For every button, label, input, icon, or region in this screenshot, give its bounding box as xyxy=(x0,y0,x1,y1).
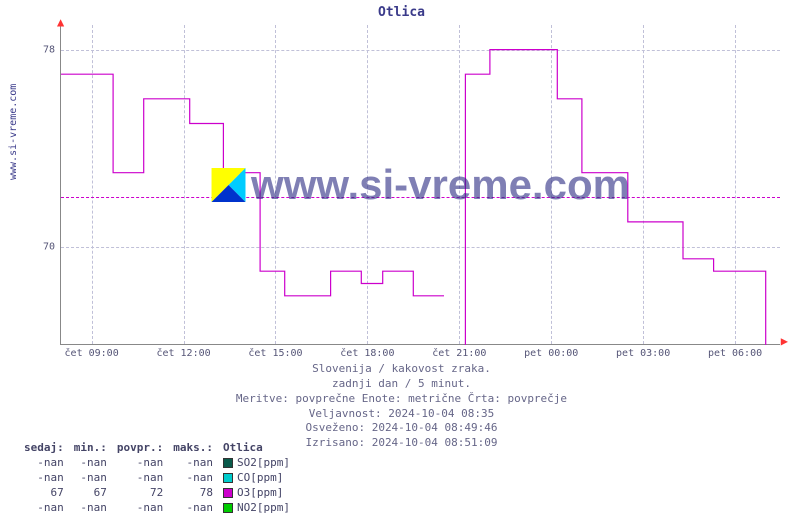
legend-value: -nan xyxy=(70,456,111,469)
legend-label: CO[ppm] xyxy=(237,471,283,484)
chart-metadata: Slovenija / kakovost zraka. zadnji dan /… xyxy=(0,362,803,451)
meta-line: Osveženo: 2024-10-04 08:49:46 xyxy=(0,421,803,436)
x-tick-label: čet 12:00 xyxy=(156,344,210,359)
legend-header: sedaj: xyxy=(20,441,68,454)
x-tick-label: čet 18:00 xyxy=(340,344,394,359)
legend-series-cell: NO2[ppm] xyxy=(219,501,294,514)
meta-line: zadnji dan / 5 minut. xyxy=(0,377,803,392)
legend-label: O3[ppm] xyxy=(237,486,283,499)
x-tick-label: pet 03:00 xyxy=(616,344,670,359)
x-tick-label: čet 21:00 xyxy=(432,344,486,359)
x-tick-label: pet 06:00 xyxy=(708,344,762,359)
legend-value: -nan xyxy=(113,501,167,514)
meta-line: Veljavnost: 2024-10-04 08:35 xyxy=(0,407,803,422)
chart-title: Otlica xyxy=(0,0,803,20)
legend-table: sedaj:min.:povpr.:maks.:Otlica -nan-nan-… xyxy=(18,439,296,516)
axis-arrow-right-icon: ▶ xyxy=(781,334,788,348)
y-tick-label: 78 xyxy=(43,44,61,55)
plot-area: ▲ ▶ www.si-vreme.com 7078 čet 09:00čet 1… xyxy=(60,25,780,345)
legend-value: -nan xyxy=(20,456,68,469)
line-series xyxy=(61,25,781,345)
legend-swatch-icon xyxy=(223,488,233,498)
legend-header: maks.: xyxy=(169,441,217,454)
legend-header: min.: xyxy=(70,441,111,454)
meta-line: Meritve: povprečne Enote: metrične Črta:… xyxy=(0,392,803,407)
legend-value: 78 xyxy=(169,486,217,499)
legend-row: -nan-nan-nan-nanNO2[ppm] xyxy=(20,501,294,514)
legend-series-cell: CO[ppm] xyxy=(219,471,294,484)
legend-series-cell: O3[ppm] xyxy=(219,486,294,499)
legend-swatch-icon xyxy=(223,503,233,513)
legend-value: -nan xyxy=(20,471,68,484)
legend-row: 67677278O3[ppm] xyxy=(20,486,294,499)
legend-row: -nan-nan-nan-nanSO2[ppm] xyxy=(20,456,294,469)
legend-value: -nan xyxy=(20,501,68,514)
legend-title-header: Otlica xyxy=(219,441,294,454)
x-tick-label: čet 09:00 xyxy=(65,344,119,359)
legend-value: -nan xyxy=(113,456,167,469)
legend-value: -nan xyxy=(169,456,217,469)
legend-swatch-icon xyxy=(223,473,233,483)
legend-value: -nan xyxy=(70,501,111,514)
legend-value: 72 xyxy=(113,486,167,499)
y-axis-vertical-label: www.si-vreme.com xyxy=(8,84,19,180)
legend-value: -nan xyxy=(169,471,217,484)
legend-value: -nan xyxy=(70,471,111,484)
y-tick-label: 70 xyxy=(43,241,61,252)
legend-value: 67 xyxy=(20,486,68,499)
x-tick-label: pet 00:00 xyxy=(524,344,578,359)
legend-value: 67 xyxy=(70,486,111,499)
legend-value: -nan xyxy=(113,471,167,484)
legend-series-cell: SO2[ppm] xyxy=(219,456,294,469)
legend-label: NO2[ppm] xyxy=(237,501,290,514)
legend-swatch-icon xyxy=(223,458,233,468)
legend-label: SO2[ppm] xyxy=(237,456,290,469)
meta-line: Slovenija / kakovost zraka. xyxy=(0,362,803,377)
legend-value: -nan xyxy=(169,501,217,514)
legend-header: povpr.: xyxy=(113,441,167,454)
legend-row: -nan-nan-nan-nanCO[ppm] xyxy=(20,471,294,484)
x-tick-label: čet 15:00 xyxy=(248,344,302,359)
